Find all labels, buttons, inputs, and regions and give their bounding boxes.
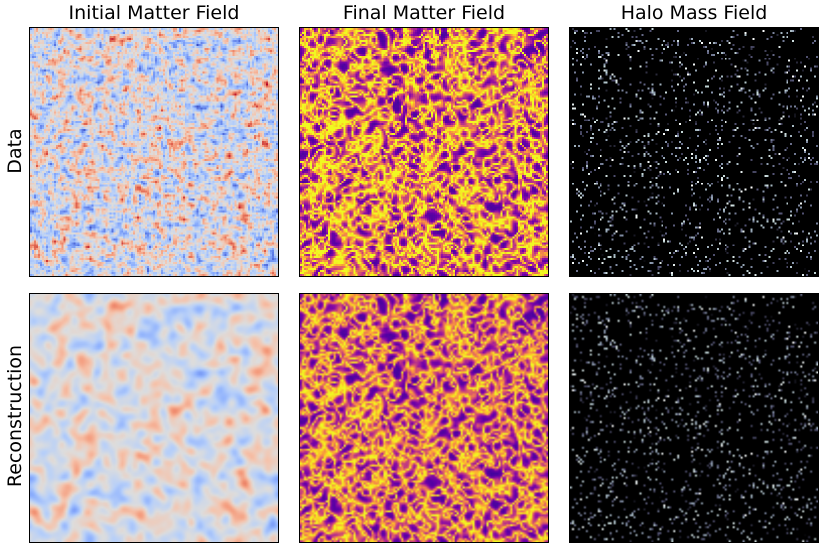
panel-data-final-matter [299,27,549,277]
panel-reconstruction-initial-matter [29,293,279,543]
panel-data-initial-matter [29,27,279,277]
field-image [300,28,548,276]
column-title-halo-mass: Halo Mass Field [620,2,768,24]
field-image [570,294,818,542]
column-title-final-matter: Final Matter Field [342,2,506,24]
column-title-initial-matter: Initial Matter Field [68,2,240,24]
panel-reconstruction-final-matter [299,293,549,543]
field-image [570,28,818,276]
panel-data-halo-mass [569,27,819,277]
row-label-data: Data [4,128,26,174]
row-label-reconstruction: Reconstruction [4,344,26,488]
field-image [30,28,278,276]
panel-reconstruction-halo-mass [569,293,819,543]
field-image [300,294,548,542]
field-image [30,294,278,542]
